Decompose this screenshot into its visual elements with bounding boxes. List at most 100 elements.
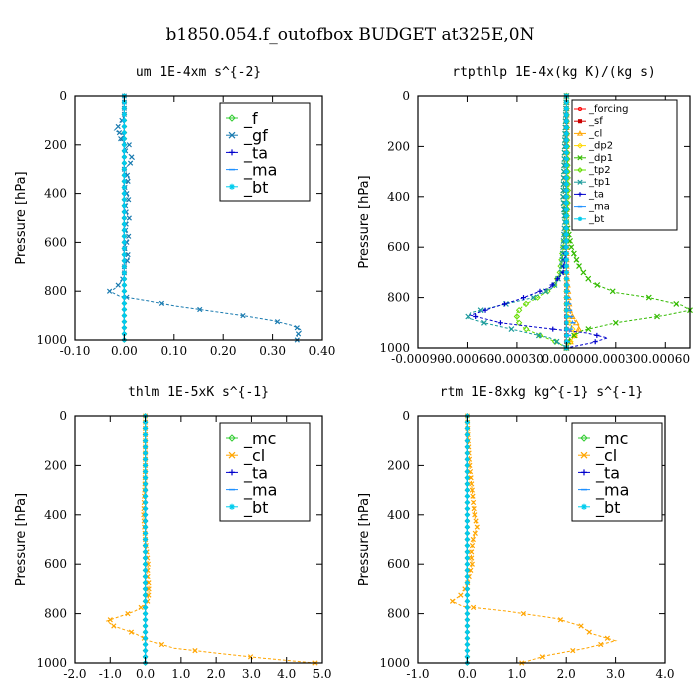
data-point — [116, 129, 123, 136]
data-point — [563, 206, 569, 212]
data-point — [563, 131, 569, 137]
data-point — [122, 228, 127, 233]
data-point — [143, 512, 148, 517]
data-point — [122, 282, 127, 288]
panel-title: um 1E-4xm s^{-2} — [136, 65, 261, 80]
data-point — [465, 592, 470, 598]
x-tick-label: 0.00 — [111, 344, 138, 358]
legend-label: _ma — [243, 481, 277, 501]
data-point — [122, 270, 127, 276]
y-tick-label: 0 — [402, 409, 410, 423]
data-point — [567, 237, 573, 244]
data-point — [143, 481, 148, 487]
data-point — [469, 549, 475, 555]
data-point — [465, 438, 470, 443]
data-point — [465, 512, 470, 517]
legend-label: _ta — [243, 143, 268, 163]
data-point — [469, 487, 475, 493]
data-point — [465, 518, 470, 524]
series-line-ta — [469, 96, 610, 349]
legend-label: _ma — [243, 161, 277, 181]
data-point — [563, 332, 569, 338]
data-point — [294, 325, 300, 331]
x-tick-label: 0.20 — [210, 344, 237, 358]
series-markers-tp2 — [513, 92, 572, 352]
data-point — [143, 419, 148, 425]
data-point — [143, 636, 148, 641]
data-point — [247, 654, 254, 660]
legend-marker — [228, 451, 236, 459]
legend-marker — [581, 469, 587, 476]
data-point — [465, 623, 470, 629]
legend-marker — [580, 434, 588, 442]
data-point — [465, 313, 472, 320]
data-point — [563, 307, 569, 313]
data-point — [465, 432, 470, 437]
y-tick-label: 600 — [44, 557, 67, 571]
legend-label: _dp1 — [588, 153, 613, 164]
data-point — [465, 580, 470, 585]
data-point — [559, 250, 566, 257]
data-point — [143, 426, 148, 431]
data-point — [143, 562, 148, 567]
data-point — [122, 160, 127, 166]
data-point — [143, 574, 148, 579]
data-point — [563, 194, 569, 200]
data-point — [563, 301, 569, 307]
data-point — [465, 654, 470, 660]
data-point — [563, 181, 569, 187]
data-point — [563, 232, 569, 238]
legend: _forcing_sf_cl _dp2_dp1_tp2_tp1_ta _ma_bt — [571, 99, 678, 231]
data-point — [465, 599, 470, 604]
x-tick-label: 0.00060 — [640, 352, 690, 366]
data-point — [465, 605, 470, 610]
x-tick-label: 3.0 — [242, 667, 261, 681]
data-point — [563, 320, 569, 326]
data-point — [468, 567, 474, 573]
data-point — [465, 444, 470, 450]
data-point — [470, 493, 476, 499]
y-tick-label: 0 — [59, 409, 67, 423]
data-point — [122, 209, 127, 215]
data-point — [197, 306, 203, 313]
legend-label: _mc — [243, 429, 276, 449]
figure-title: b1850.054.f_outofbox BUDGET at325E,0N — [166, 25, 535, 45]
legend-marker — [576, 130, 584, 136]
x-tick-label: -0.00060 — [441, 352, 495, 366]
data-point — [122, 264, 127, 269]
data-point — [465, 426, 470, 431]
data-point — [465, 419, 470, 425]
x-tick-label: 1.0 — [507, 667, 526, 681]
data-point — [592, 339, 598, 345]
data-point — [472, 530, 478, 536]
series-markers-bt — [563, 93, 569, 351]
data-point — [570, 250, 577, 257]
chart-panel-4: rtm 1E-8xkg kg^{-1} s^{-1} Pressure [hPa]… — [357, 385, 675, 681]
panels: um 1E-4xm s^{-2}Pressure [hPa]-0.10 0.00 0… — [14, 65, 693, 681]
legend-label: _forcing — [588, 104, 629, 115]
plot-frame — [74, 95, 323, 341]
data-point — [472, 512, 478, 518]
data-point — [465, 481, 470, 487]
data-point — [654, 313, 660, 320]
data-point — [563, 238, 569, 244]
data-point — [138, 604, 144, 611]
panel-title: thlm 1E-5xK s^{-1} — [128, 385, 269, 400]
y-tick-label: 800 — [44, 284, 67, 298]
data-point — [563, 99, 569, 105]
data-point — [469, 555, 475, 561]
y-tick-label: 200 — [44, 458, 67, 472]
data-point — [143, 531, 148, 536]
legend-label: _cl — [595, 446, 617, 466]
data-point — [143, 450, 148, 456]
y-tick-label: 400 — [44, 187, 67, 201]
data-point — [594, 332, 600, 338]
data-point — [563, 106, 569, 112]
legend-box — [571, 99, 678, 231]
data-point — [122, 301, 127, 306]
data-point — [578, 623, 584, 629]
legend-label: _sf — [588, 116, 603, 127]
data-point — [143, 518, 148, 524]
data-point — [563, 326, 569, 332]
data-point — [598, 641, 604, 648]
